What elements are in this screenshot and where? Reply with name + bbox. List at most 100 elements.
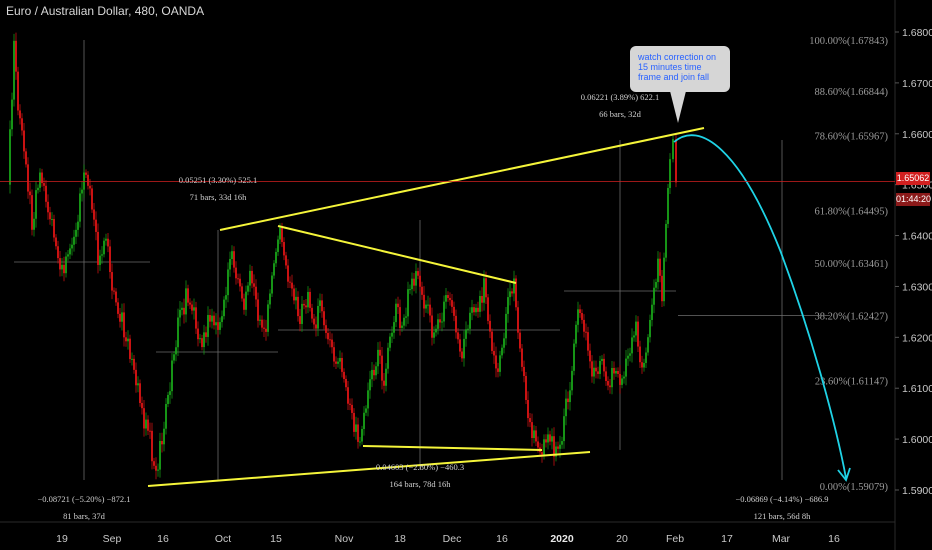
candle-body xyxy=(65,256,67,274)
candle-body xyxy=(265,328,267,332)
candle-body xyxy=(141,403,143,409)
candle-body xyxy=(361,429,363,442)
candle-body xyxy=(93,209,95,220)
candle-body xyxy=(123,312,125,338)
time-tick-label: 18 xyxy=(394,533,406,545)
candle-body xyxy=(667,187,669,224)
candle-body xyxy=(249,270,251,286)
candle-body xyxy=(665,223,667,258)
candle-body xyxy=(379,349,381,356)
candle-body xyxy=(621,378,623,385)
candle-body xyxy=(615,371,617,374)
candle-body xyxy=(501,347,503,356)
candle-body xyxy=(383,380,385,386)
candle-body xyxy=(31,195,33,230)
projection-curve[interactable] xyxy=(673,134,851,482)
candle-body xyxy=(503,338,505,348)
candle-body xyxy=(217,322,219,330)
candle-body xyxy=(643,362,645,368)
candle-body xyxy=(345,378,347,388)
measurement-duration: 121 bars, 56d 8h xyxy=(754,511,811,521)
candle-body xyxy=(103,240,105,255)
candle-body xyxy=(189,302,191,305)
candle-body xyxy=(365,408,367,413)
candle-body xyxy=(353,412,355,432)
candle-body xyxy=(419,275,421,287)
price-tick-label: 1.68000 xyxy=(902,27,932,39)
chart-title: Euro / Australian Dollar, 480, OANDA xyxy=(6,4,205,18)
projected-fall-curve xyxy=(673,134,847,479)
candle-body xyxy=(163,428,165,445)
time-tick-label: 16 xyxy=(828,533,840,545)
candle-body xyxy=(61,264,63,270)
projection-arrowhead xyxy=(837,467,851,482)
time-tick-label: 20 xyxy=(616,533,628,545)
candle-body xyxy=(607,380,609,386)
candle-body xyxy=(179,309,181,318)
candle-body xyxy=(563,416,565,442)
candle-body xyxy=(569,390,571,403)
candle-body xyxy=(445,295,447,302)
flat-support-trendline xyxy=(362,445,543,451)
candle-body xyxy=(421,286,423,295)
candle-body xyxy=(215,322,217,326)
candle-body xyxy=(663,257,665,302)
candle-body xyxy=(287,265,289,282)
candle-body xyxy=(15,40,17,72)
price-tick-label: 1.67000 xyxy=(902,78,932,90)
price-tick-label: 1.62000 xyxy=(902,332,932,344)
candle-body xyxy=(333,347,335,362)
candle-body xyxy=(11,99,13,130)
candle-body xyxy=(543,439,545,455)
candle-body xyxy=(59,258,61,270)
candle-body xyxy=(357,424,359,442)
candle-body xyxy=(303,303,305,306)
candle-body xyxy=(167,394,169,404)
candle-body xyxy=(373,369,375,376)
candle-body xyxy=(553,436,555,457)
candle-body xyxy=(433,332,435,338)
candle-body xyxy=(541,452,543,455)
price-tick-label: 1.59000 xyxy=(902,485,932,497)
candle-body xyxy=(603,358,605,372)
candle-body xyxy=(135,369,137,386)
candle-body xyxy=(171,360,173,392)
candle-body xyxy=(33,218,35,230)
candle-body xyxy=(327,332,329,340)
time-tick-label: 17 xyxy=(721,533,733,545)
price-tick-label: 1.63000 xyxy=(902,281,932,293)
candle-body xyxy=(315,324,317,329)
candle-body xyxy=(675,139,677,183)
candle-body xyxy=(201,338,203,348)
candle-body xyxy=(481,295,483,303)
candle-body xyxy=(431,315,433,338)
candle-body xyxy=(133,358,135,370)
candle-body xyxy=(519,332,521,349)
candle-body xyxy=(499,355,501,372)
candle-body xyxy=(437,319,439,329)
candle-body xyxy=(363,412,365,430)
candle-body xyxy=(13,40,15,100)
candle-body xyxy=(49,212,51,220)
time-axis[interactable]: 19 Sep 16 Oct 15 Nov 18 Dec 16 2020 20 Feb 17 Mar 16 xyxy=(0,521,895,545)
candle-body xyxy=(393,322,395,333)
callout-note[interactable]: watch correction on 15 minutes time fram… xyxy=(630,46,730,92)
candle-body xyxy=(629,353,631,356)
candle-body xyxy=(81,189,83,194)
trendlines[interactable] xyxy=(147,127,705,487)
candle-body xyxy=(71,244,73,249)
candle-body xyxy=(375,366,377,376)
candle-body xyxy=(169,391,171,395)
candle-body xyxy=(653,287,655,305)
candle-body xyxy=(209,315,211,322)
measurement-value: −0.08721 (−5.20%) −872.1 xyxy=(38,494,131,504)
candle-body xyxy=(645,352,647,363)
candle-body xyxy=(51,219,53,221)
candle-body xyxy=(91,188,93,210)
candle-body xyxy=(381,355,383,381)
candle-body xyxy=(545,439,547,443)
candle-body xyxy=(471,307,473,313)
candle-body xyxy=(429,304,431,316)
